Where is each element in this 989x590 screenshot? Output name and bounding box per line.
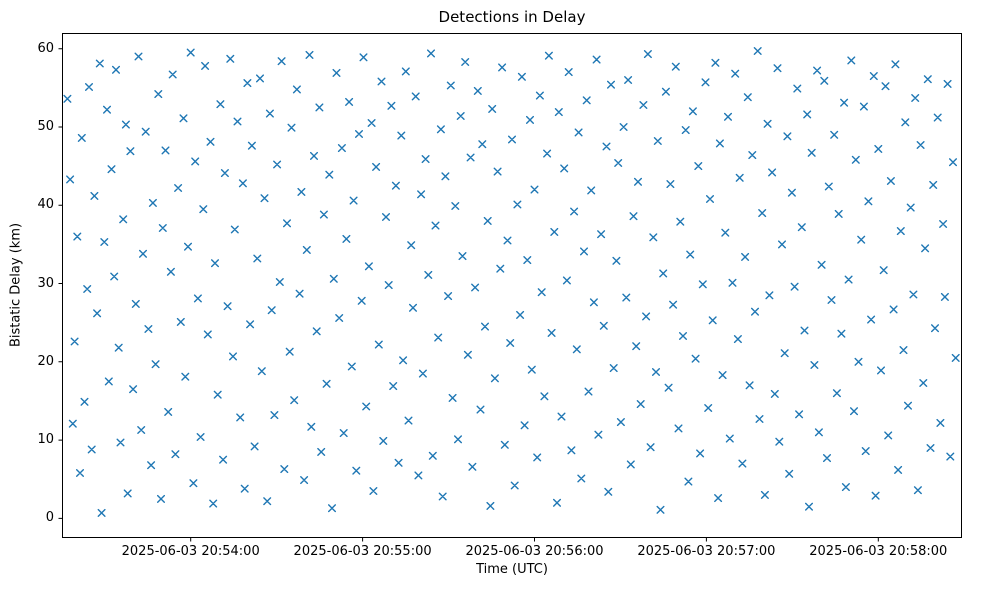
scatter-points xyxy=(63,47,960,517)
y-tick-label: 30 xyxy=(37,275,54,291)
plot-area xyxy=(58,33,962,542)
y-tick-label: 20 xyxy=(37,353,54,369)
x-tick-label: 2025-06-03 20:54:00 xyxy=(121,544,260,559)
x-tick-label: 2025-06-03 20:57:00 xyxy=(637,544,776,559)
y-tick-label: 10 xyxy=(37,432,54,448)
x-tick-label: 2025-06-03 20:56:00 xyxy=(465,544,604,559)
chart-title: Detections in Delay xyxy=(438,8,586,26)
x-axis-label: Time (UTC) xyxy=(476,562,548,577)
x-tick-label: 2025-06-03 20:58:00 xyxy=(809,544,948,559)
x-tick-label: 2025-06-03 20:55:00 xyxy=(293,544,432,559)
y-tick-label: 0 xyxy=(45,510,54,526)
y-tick-label: 40 xyxy=(37,197,54,213)
y-tick-label: 60 xyxy=(37,40,54,56)
y-tick-label: 50 xyxy=(37,118,54,134)
